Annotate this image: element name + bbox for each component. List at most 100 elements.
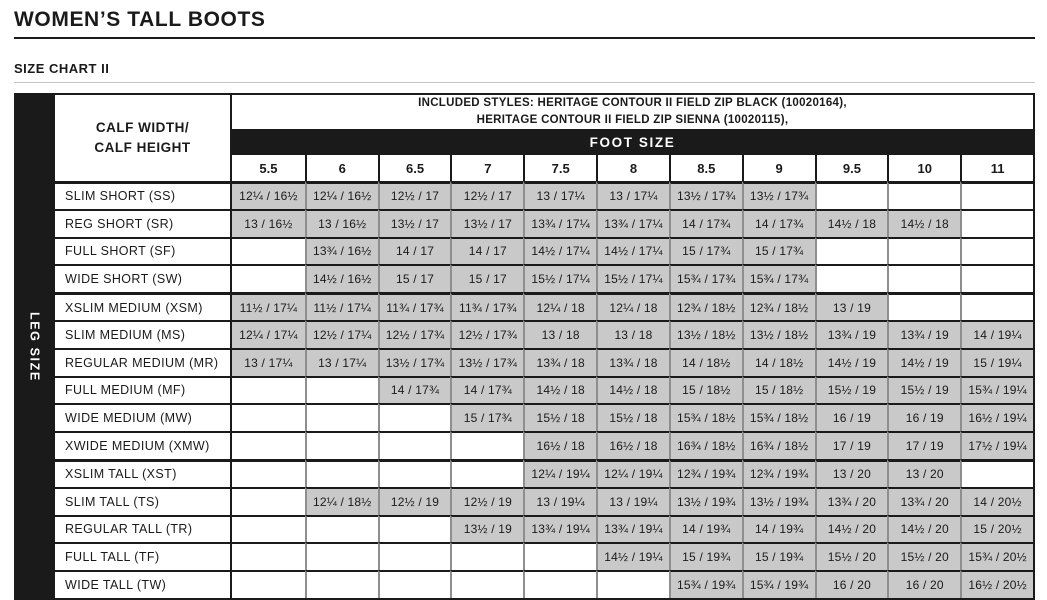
size-cell [304,403,378,432]
size-cell [377,570,451,598]
size-cell: 13½ / 19¾ [741,486,815,515]
size-cell: 12¼ / 16½ [304,181,378,209]
size-cell: 15½ / 20 [887,542,961,571]
size-cell: 14 / 17 [377,236,451,265]
size-cell: 12¼ / 18 [523,292,597,320]
size-cell: 13 / 17¼ [596,181,669,209]
size-cell [232,375,305,404]
size-cell: 13 / 18 [523,319,597,348]
row-label: SLIM TALL (TS) [55,486,232,515]
size-cell [960,458,1033,487]
foot-size-5.5: 5.5 [259,160,278,176]
size-cell: 13½ / 17¾ [377,347,451,376]
size-cell: 13 / 20 [887,458,961,487]
size-cell: 13 / 16½ [304,208,378,237]
size-cell [814,264,888,293]
size-cell: 13¾ / 19¼ [596,514,669,543]
row-label: SLIM MEDIUM (MS) [55,319,232,348]
size-cell: 14½ / 18 [814,208,888,237]
size-cell: 16¾ / 18½ [668,431,742,459]
size-cell [304,375,378,404]
size-cell: 12½ / 17¾ [450,319,524,348]
size-cell [377,403,451,432]
size-cell: 15 / 19¾ [741,542,815,571]
size-cell: 12½ / 17¼ [304,319,378,348]
size-cell [450,458,524,487]
foot-size-6.5: 6.5 [377,155,451,181]
size-cell: 15½ / 18 [596,403,669,432]
size-cell: 15¾ / 19¼ [960,375,1033,404]
size-cell [523,570,597,598]
size-cell: 14½ / 18 [523,375,597,404]
row-label: FULL TALL (TF) [55,542,232,571]
size-cell: 14½ / 20 [887,514,961,543]
size-cell [596,570,669,598]
size-cell: 11½ / 17¼ [304,292,378,320]
size-cell: 16½ / 18 [523,431,597,459]
size-cell [960,264,1033,293]
size-cell: 13¾ / 19¼ [523,514,597,543]
size-cell [304,458,378,487]
size-cell: 12¼ / 16½ [232,181,305,209]
leg-size-label: LEG SIZE [27,312,42,382]
row-label: FULL MEDIUM (MF) [55,375,232,404]
included-styles-line2: HERITAGE CONTOUR II FIELD ZIP SIENNA (10… [476,114,789,126]
size-cell: 13¾ / 20 [887,486,961,515]
size-cell: 15 / 20½ [960,514,1033,543]
size-cell: 12¼ / 18½ [304,486,378,515]
size-cell: 13¾ / 18 [523,347,597,376]
size-cell [232,264,305,293]
size-cell: 15½ / 18 [523,403,597,432]
size-cell: 15¾ / 18½ [668,403,742,432]
size-cell: 13 / 19 [814,292,888,320]
foot-size-7.5: 7.5 [523,155,596,181]
leg-size-axis: LEG SIZE [14,93,55,600]
size-cell: 14½ / 16½ [304,264,378,293]
size-cell: 15½ / 19 [887,375,961,404]
size-cell: 16 / 20 [887,570,961,598]
size-table: LEG SIZE CALF WIDTH/ CALF HEIGHT INCLUDE… [14,93,1035,600]
row-label: XWIDE MEDIUM (XMW) [55,431,232,459]
size-cell: 14 / 18½ [741,347,815,376]
size-cell [814,236,888,265]
size-cell: 13 / 19¼ [596,486,669,515]
size-cell [887,236,961,265]
size-cell: 14½ / 20 [814,514,888,543]
row-label: REGULAR MEDIUM (MR) [55,347,232,376]
size-cell [304,570,378,598]
size-cell: 13 / 16½ [232,208,305,237]
size-cell: 15 / 17¾ [741,236,815,265]
size-cell: 15 / 19¾ [668,542,742,571]
foot-size-7: 7 [450,155,523,181]
size-cell: 12½ / 19 [450,486,524,515]
size-cell: 12¾ / 18½ [741,292,815,320]
size-cell: 14 / 17¾ [450,375,524,404]
size-cell [304,514,378,543]
size-cell [232,542,305,571]
size-cell [887,264,961,293]
foot-size-11: 11 [960,155,1033,181]
foot-size-9: 9 [741,155,815,181]
size-cell: 15¾ / 17¾ [741,264,815,293]
size-cell: 12¾ / 19¾ [668,458,742,487]
size-cell: 13 / 17¼ [232,347,305,376]
size-cell: 13½ / 17¾ [741,181,815,209]
size-cell [960,292,1033,320]
size-cell: 15 / 17¾ [668,236,742,265]
size-cell [450,570,524,598]
size-cell [232,431,305,459]
size-cell: 15¾ / 17¾ [668,264,742,293]
size-cell [814,181,888,209]
row-label: REG SHORT (SR) [55,208,232,237]
size-cell: 15¾ / 20½ [960,542,1033,571]
size-cell: 17 / 19 [887,431,961,459]
row-label: WIDE SHORT (SW) [55,264,232,293]
size-cell: 13¾ / 17¼ [596,208,669,237]
size-cell: 12½ / 17 [450,181,524,209]
row-label: XSLIM MEDIUM (XSM) [55,292,232,320]
included-styles-header: INCLUDED STYLES: HERITAGE CONTOUR II FIE… [232,95,1033,129]
chart-subtitle: SIZE CHART II [14,61,110,76]
size-cell: 15¾ / 18½ [741,403,815,432]
size-cell: 15¾ / 19¾ [741,570,815,598]
